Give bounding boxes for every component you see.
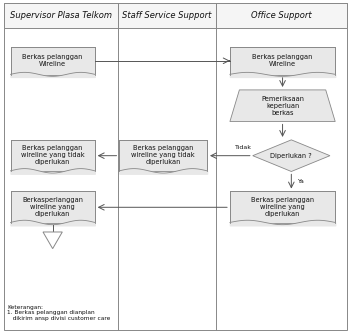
- FancyBboxPatch shape: [230, 47, 335, 75]
- FancyBboxPatch shape: [11, 140, 95, 171]
- Text: Ya: Ya: [298, 179, 305, 184]
- Text: Office Support: Office Support: [251, 11, 312, 20]
- Text: Staff Service Support: Staff Service Support: [122, 11, 211, 20]
- Text: Tidak: Tidak: [236, 145, 252, 150]
- Text: Keterangan:
1. Berkas pelanggan dianplan
   dikirim ansp divisi customer care: Keterangan: 1. Berkas pelanggan dianplan…: [7, 305, 111, 321]
- FancyBboxPatch shape: [118, 3, 216, 28]
- Text: Berkas pelanggan
wireline yang tidak
diperlukan: Berkas pelanggan wireline yang tidak dip…: [21, 146, 85, 166]
- Text: Berkas pelanggan
wireline yang tidak
diperlukan: Berkas pelanggan wireline yang tidak dip…: [131, 146, 195, 166]
- Text: Berkas pelanggan
Wireline: Berkas pelanggan Wireline: [22, 54, 83, 67]
- Text: Diperlukan ?: Diperlukan ?: [271, 153, 312, 159]
- Text: Berkas pelanggan
Wireline: Berkas pelanggan Wireline: [252, 54, 313, 67]
- Text: Supervisor Plasa Telkom: Supervisor Plasa Telkom: [9, 11, 112, 20]
- FancyBboxPatch shape: [11, 47, 95, 75]
- Text: Berkasperlanggan
wireline yang
diperlukan: Berkasperlanggan wireline yang diperluka…: [22, 197, 83, 217]
- FancyBboxPatch shape: [119, 140, 207, 171]
- Polygon shape: [253, 140, 330, 171]
- Polygon shape: [43, 232, 62, 249]
- FancyBboxPatch shape: [230, 191, 335, 223]
- Polygon shape: [230, 90, 335, 122]
- Text: Pemeriksaan
keperluan
berkas: Pemeriksaan keperluan berkas: [261, 96, 304, 116]
- FancyBboxPatch shape: [11, 191, 95, 223]
- FancyBboxPatch shape: [4, 3, 118, 28]
- Text: Berkas perlanggan
wireline yang
diperlukan: Berkas perlanggan wireline yang diperluk…: [251, 197, 314, 217]
- FancyBboxPatch shape: [216, 3, 347, 28]
